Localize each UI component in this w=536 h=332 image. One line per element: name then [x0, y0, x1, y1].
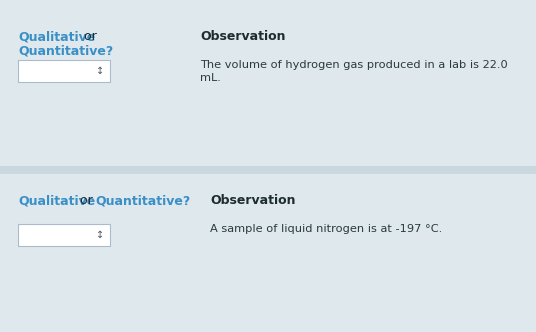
Text: The volume of hydrogen gas produced in a lab is 22.0: The volume of hydrogen gas produced in a… — [200, 60, 508, 70]
Text: ↕: ↕ — [96, 230, 104, 240]
Text: Quantitative?: Quantitative? — [95, 194, 190, 207]
Text: Quantitative?: Quantitative? — [18, 44, 113, 57]
Text: or: or — [76, 194, 97, 207]
Text: A sample of liquid nitrogen is at -197 °C.: A sample of liquid nitrogen is at -197 °… — [210, 224, 442, 234]
Text: Observation: Observation — [200, 30, 286, 43]
Text: Observation: Observation — [210, 194, 295, 207]
Text: or: or — [80, 30, 97, 43]
Text: mL.: mL. — [200, 73, 221, 83]
FancyBboxPatch shape — [18, 224, 110, 246]
Bar — [0, 166, 536, 174]
Text: ↕: ↕ — [96, 66, 104, 76]
FancyBboxPatch shape — [18, 60, 110, 82]
Text: Qualitative: Qualitative — [18, 30, 95, 43]
Text: Qualitative: Qualitative — [18, 194, 95, 207]
